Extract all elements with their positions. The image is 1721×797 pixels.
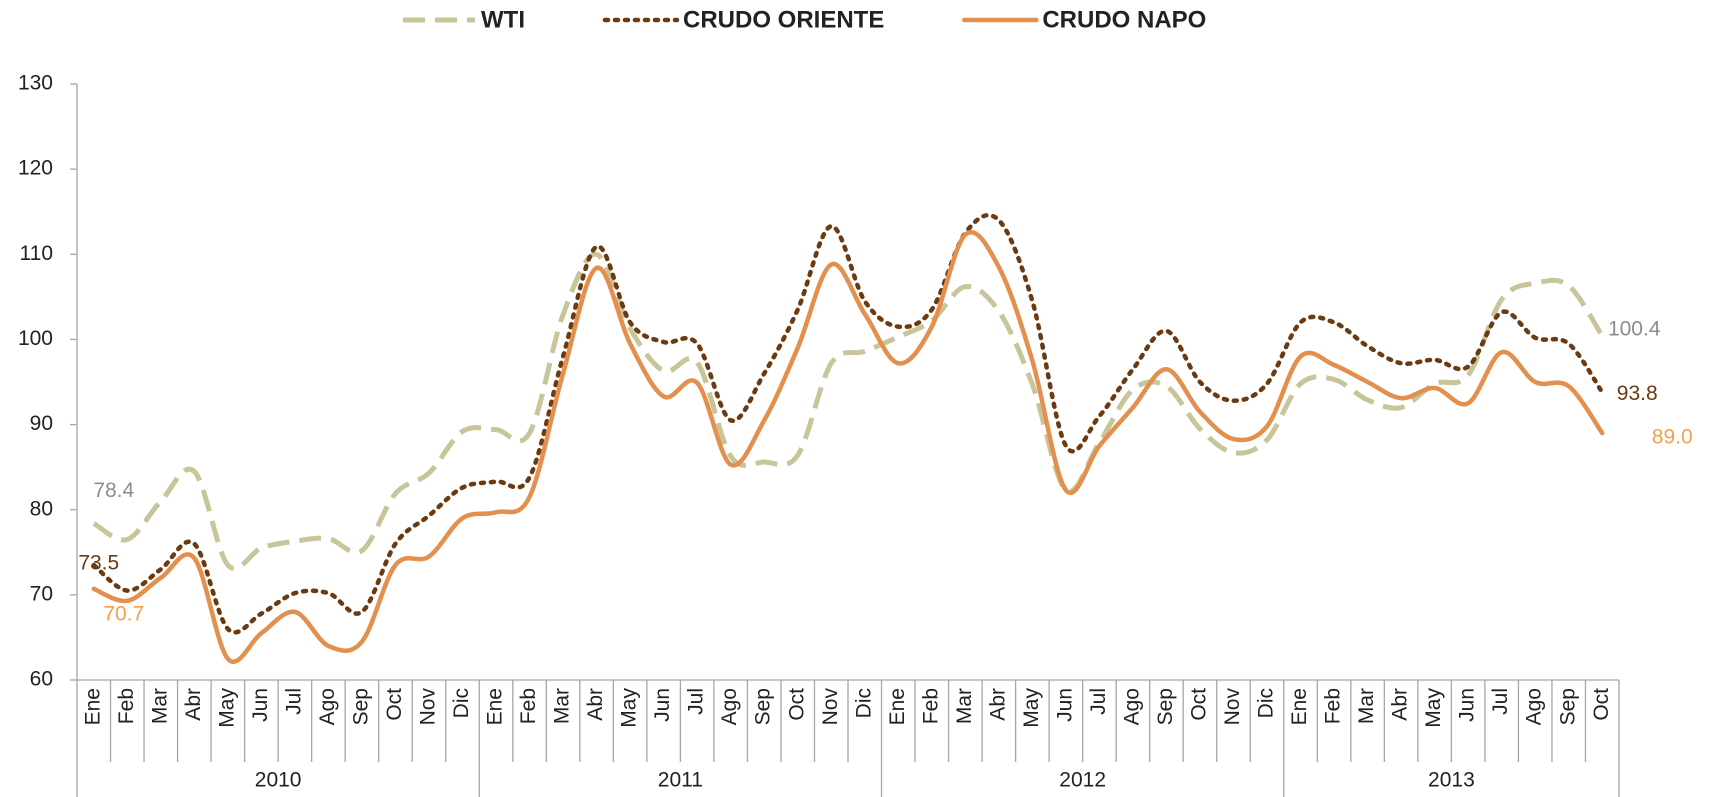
- x-tick-label: Oct: [1590, 688, 1613, 721]
- value-label: 93.8: [1617, 382, 1658, 405]
- x-tick-label: Ago: [1120, 688, 1143, 725]
- x-tick-label: Jun: [249, 688, 272, 722]
- value-label: 89.0: [1652, 426, 1693, 449]
- x-tick-label: Oct: [383, 688, 406, 721]
- x-tick-label: Ago: [1523, 688, 1546, 725]
- year-label: 2010: [255, 769, 302, 792]
- x-tick-label: Oct: [1188, 688, 1211, 721]
- year-label: 2012: [1059, 769, 1106, 792]
- y-tick-label: 130: [18, 72, 53, 95]
- y-tick-label: 100: [18, 327, 53, 350]
- x-tick-label: Jun: [651, 688, 674, 722]
- x-tick-label: Feb: [1322, 688, 1345, 724]
- x-tick-label: Sep: [349, 688, 372, 725]
- x-tick-label: Mar: [953, 688, 976, 724]
- series-line: [94, 232, 1602, 662]
- x-tick-label: Abr: [1389, 688, 1412, 721]
- y-tick-label: 60: [30, 668, 53, 691]
- x-tick-label: Ago: [718, 688, 741, 725]
- x-tick-label: Mar: [148, 688, 171, 724]
- x-tick-label: Mar: [1355, 688, 1378, 724]
- x-tick-label: Ene: [81, 688, 104, 725]
- y-tick-label: 110: [20, 242, 53, 265]
- x-tick-label: Dic: [1255, 688, 1278, 718]
- y-tick-label: 120: [18, 157, 53, 180]
- year-label: 2013: [1428, 769, 1475, 792]
- x-tick-label: Nov: [417, 688, 440, 726]
- x-tick-label: Feb: [517, 688, 540, 724]
- x-tick-label: Ene: [886, 688, 909, 725]
- x-tick-label: Oct: [785, 688, 808, 721]
- value-label: 78.4: [93, 479, 134, 502]
- x-tick-label: Sep: [1154, 688, 1177, 725]
- x-tick-label: Jul: [685, 688, 708, 715]
- x-tick-label: Sep: [752, 688, 775, 725]
- x-tick-label: Nov: [1221, 688, 1244, 726]
- x-tick-label: May: [618, 688, 641, 728]
- series-line: [94, 254, 1602, 568]
- x-tick-label: Jun: [1456, 688, 1479, 722]
- x-tick-label: Ago: [316, 688, 339, 725]
- x-tick-label: Jul: [1087, 688, 1110, 715]
- chart: 60 70 80 90 100 110 120 130 Ene Feb Mar Abr May Jun Ju…: [0, 0, 1721, 797]
- x-tick-label: Feb: [115, 688, 138, 724]
- x-tick-label: Jul: [282, 688, 305, 715]
- value-label: 73.5: [78, 552, 119, 575]
- x-tick-label: Dic: [852, 688, 875, 718]
- x-tick-label: Ene: [484, 688, 507, 725]
- x-tick-label: Sep: [1556, 688, 1579, 725]
- x-tick-label: May: [1020, 688, 1043, 728]
- x-tick-label: Dic: [450, 688, 473, 718]
- legend-label: WTI: [481, 6, 525, 33]
- y-tick-label: 90: [30, 412, 53, 435]
- legend-label: CRUDO NAPO: [1042, 6, 1206, 33]
- x-tick-label: Feb: [919, 688, 942, 724]
- x-tick-label: Jul: [1489, 688, 1512, 715]
- x-tick-label: Ene: [1288, 688, 1311, 725]
- value-label: 100.4: [1608, 318, 1661, 341]
- y-tick-label: 80: [30, 497, 53, 520]
- year-label: 2011: [658, 769, 703, 792]
- x-tick-label: Jun: [1053, 688, 1076, 722]
- x-tick-label: May: [215, 688, 238, 728]
- x-tick-label: Abr: [986, 688, 1009, 721]
- x-tick-label: Mar: [551, 688, 574, 724]
- value-label: 70.7: [103, 602, 144, 625]
- legend-label: CRUDO ORIENTE: [683, 6, 884, 33]
- y-tick-label: 70: [30, 582, 53, 605]
- x-tick-label: May: [1422, 688, 1445, 728]
- x-tick-label: Abr: [584, 688, 607, 721]
- x-tick-label: Nov: [819, 688, 842, 726]
- x-tick-label: Abr: [182, 688, 205, 721]
